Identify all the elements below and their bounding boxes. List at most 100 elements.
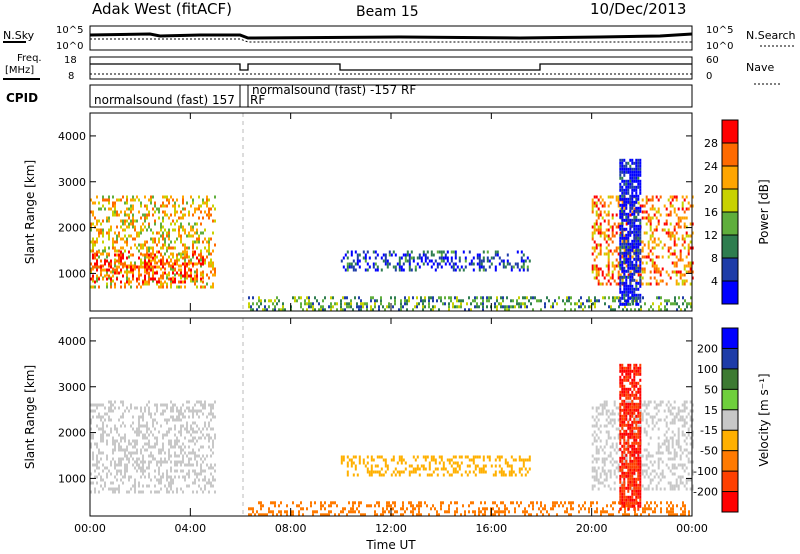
data-cell xyxy=(625,290,628,294)
data-cell xyxy=(212,204,214,208)
data-cell xyxy=(603,445,606,449)
data-cell xyxy=(639,293,642,297)
data-cell xyxy=(609,460,612,464)
data-cell xyxy=(653,267,656,271)
data-cell xyxy=(354,467,357,471)
data-cell xyxy=(202,280,204,284)
data-cell xyxy=(194,231,196,235)
data-cell xyxy=(324,507,326,511)
data-cell xyxy=(595,415,598,419)
data-cell xyxy=(342,510,344,514)
data-cell xyxy=(402,305,404,309)
data-cell xyxy=(518,268,521,272)
data-cell xyxy=(204,421,206,425)
data-cell xyxy=(635,179,638,183)
data-cell xyxy=(633,480,636,484)
data-cell xyxy=(595,276,598,280)
data-cell xyxy=(672,507,674,511)
data-cell xyxy=(510,305,512,309)
data-cell xyxy=(202,270,204,274)
data-cell xyxy=(142,415,144,419)
data-cell xyxy=(677,418,680,422)
data-cell xyxy=(593,231,596,235)
data-cell xyxy=(637,456,640,460)
data-cell xyxy=(687,427,690,431)
data-cell xyxy=(631,405,634,409)
data-cell xyxy=(154,442,156,446)
data-cell xyxy=(496,250,499,254)
data-cell xyxy=(631,447,634,451)
data-cell xyxy=(619,278,622,282)
data-cell xyxy=(358,305,360,309)
data-cell xyxy=(666,507,668,511)
data-cell xyxy=(647,424,650,428)
data-cell xyxy=(631,465,634,469)
colorbar-swatch xyxy=(722,368,738,390)
data-cell xyxy=(154,436,156,440)
data-cell xyxy=(156,409,158,413)
data-cell xyxy=(625,264,628,268)
data-cell xyxy=(154,240,156,244)
data-cell xyxy=(372,296,374,300)
data-cell xyxy=(637,281,640,285)
data-cell xyxy=(593,204,596,208)
data-cell xyxy=(208,240,210,244)
data-cell xyxy=(190,427,192,431)
data-cell xyxy=(538,299,540,303)
data-cell xyxy=(182,403,184,407)
data-cell xyxy=(96,274,98,278)
data-cell xyxy=(649,225,652,229)
data-cell xyxy=(687,207,690,211)
data-cell xyxy=(196,277,198,281)
data-cell xyxy=(214,273,216,277)
data-cell xyxy=(564,501,566,505)
data-cell xyxy=(597,412,600,416)
data-cell xyxy=(182,225,184,229)
data-cell xyxy=(464,510,466,514)
data-cell xyxy=(384,262,387,266)
data-cell xyxy=(687,460,690,464)
data-cell xyxy=(655,282,658,286)
data-cell xyxy=(619,447,622,451)
data-cell xyxy=(256,510,258,514)
data-cell xyxy=(486,455,489,459)
data-cell xyxy=(627,486,630,490)
data-cell xyxy=(292,513,294,517)
data-cell xyxy=(114,282,116,286)
data-cell xyxy=(370,455,373,459)
data-cell xyxy=(378,305,380,309)
data-cell xyxy=(633,430,636,434)
data-cell xyxy=(578,510,580,514)
data-cell xyxy=(102,451,104,455)
data-cell xyxy=(118,198,120,202)
data-cell xyxy=(504,305,506,309)
data-cell xyxy=(601,403,604,407)
data-cell xyxy=(641,454,644,458)
data-cell xyxy=(440,501,442,505)
data-cell xyxy=(580,296,582,300)
data-cell xyxy=(176,454,178,458)
data-cell xyxy=(332,305,334,309)
data-cell xyxy=(544,305,546,309)
data-cell xyxy=(268,510,270,514)
data-cell xyxy=(619,222,622,226)
data-cell xyxy=(492,513,494,517)
data-cell xyxy=(610,513,612,517)
data-cell xyxy=(98,427,100,431)
data-cell xyxy=(524,473,527,477)
data-cell xyxy=(388,262,391,266)
data-cell xyxy=(506,296,508,300)
data-cell xyxy=(128,234,130,238)
data-cell xyxy=(597,273,600,277)
data-cell xyxy=(114,249,116,253)
data-cell xyxy=(406,253,409,257)
data-cell xyxy=(180,234,182,238)
data-cell xyxy=(178,412,180,416)
data-cell xyxy=(597,481,600,485)
data-cell xyxy=(156,460,158,464)
data-cell xyxy=(166,403,168,407)
data-cell xyxy=(627,501,630,505)
data-cell xyxy=(100,436,102,440)
data-cell xyxy=(631,504,634,508)
